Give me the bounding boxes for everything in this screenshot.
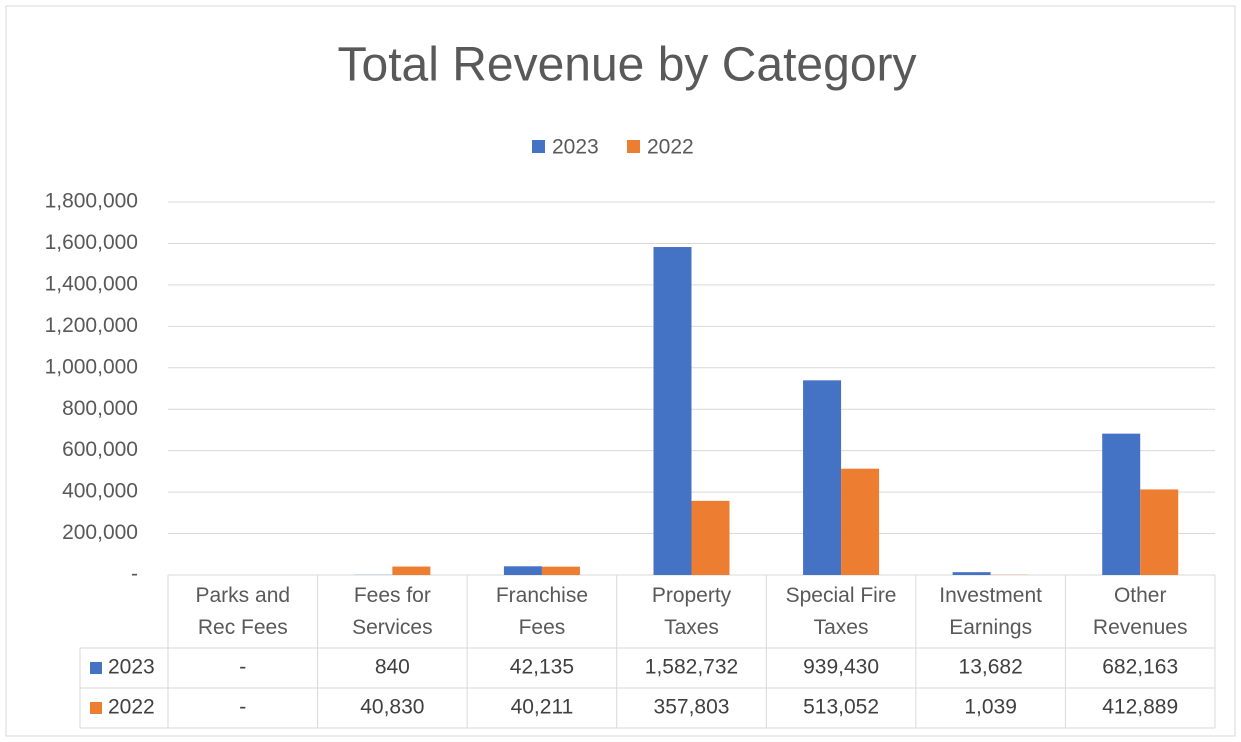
table-cell: -: [239, 656, 246, 679]
bar: [803, 380, 842, 575]
table-cell: 40,211: [511, 696, 574, 719]
table-row-label: 2023: [108, 656, 155, 679]
y-tick-label: 1,000,000: [45, 355, 138, 378]
table-cell: 1,039: [964, 696, 1017, 719]
bar: [841, 468, 880, 575]
table-row-label: 2022: [108, 696, 155, 719]
table-cell: 357,803: [654, 696, 730, 719]
bar: [503, 566, 542, 575]
bar: [392, 566, 431, 575]
chart-border: [5, 5, 1236, 737]
table-cell: 412,889: [1102, 696, 1178, 719]
y-tick-label: 1,600,000: [45, 231, 138, 254]
category-label: Parks and Rec Fees: [195, 584, 291, 639]
table-cell: 13,682: [959, 656, 1023, 679]
table-cell: 42,135: [510, 656, 574, 679]
category-label: Fees for Services: [352, 584, 433, 639]
bar: [691, 500, 730, 575]
legend-label: 2022: [647, 136, 694, 159]
legend-swatch: [627, 140, 640, 153]
bar: [1102, 433, 1141, 575]
bar: [1140, 489, 1179, 575]
category-label: Property Taxes: [651, 584, 732, 639]
table-cell: 513,052: [803, 696, 879, 719]
table-cell: -: [239, 696, 246, 719]
category-label: Franchise Fees: [495, 584, 589, 639]
y-tick-label: 600,000: [62, 438, 138, 461]
bar: [653, 247, 692, 575]
y-tick-label: 1,800,000: [45, 190, 138, 213]
category-label: Investment Earnings: [939, 584, 1042, 639]
bar: [952, 572, 991, 575]
y-tick-label: 800,000: [62, 397, 138, 420]
legend-swatch: [532, 140, 545, 153]
table-cell: 682,163: [1102, 656, 1178, 679]
y-tick-label: 400,000: [62, 480, 138, 503]
table-cell: 840: [375, 656, 410, 679]
table-cell: 40,830: [360, 696, 424, 719]
category-label: Other Revenues: [1092, 584, 1188, 639]
y-tick-label: 200,000: [62, 521, 138, 544]
chart-title: Total Revenue by Category: [338, 39, 917, 92]
y-tick-label: 1,400,000: [45, 272, 138, 295]
legend-label: 2023: [552, 136, 599, 159]
table-legend-swatch: [90, 702, 102, 714]
y-tick-label: 1,200,000: [45, 314, 138, 337]
category-label: Special Fire Taxes: [785, 584, 897, 639]
table-legend-swatch: [90, 662, 102, 674]
table-cell: 939,430: [803, 656, 879, 679]
table-cell: 1,582,732: [645, 656, 738, 679]
y-tick-label: -: [131, 563, 138, 586]
bar: [541, 566, 580, 575]
